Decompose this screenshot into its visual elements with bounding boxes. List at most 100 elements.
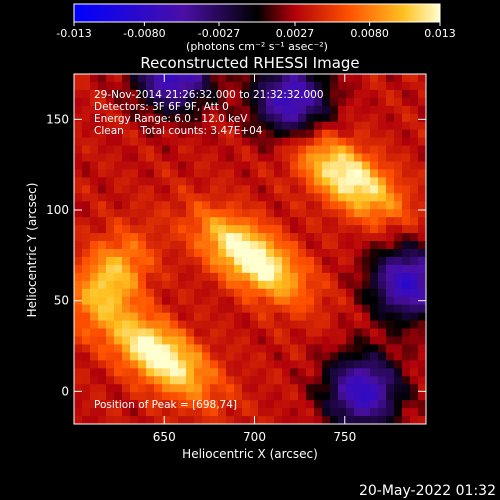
heatmap-cell [298, 280, 307, 290]
heatmap-cell [82, 225, 91, 234]
heatmap-cell [218, 185, 227, 194]
heatmap-cell [258, 74, 267, 83]
heatmap-cell [210, 137, 219, 146]
heatmap-cell [98, 352, 107, 361]
heatmap-cell [234, 217, 243, 226]
heatmap-cell [410, 296, 419, 306]
heatmap-cell [362, 376, 371, 385]
heatmap-cell [266, 105, 275, 115]
heatmap-cell [210, 161, 219, 170]
heatmap-cell [314, 416, 323, 425]
heatmap-cell [394, 312, 403, 321]
heatmap-cell [242, 384, 251, 393]
heatmap-cell [346, 89, 355, 99]
heatmap-cell [266, 137, 275, 146]
heatmap-cell [386, 344, 395, 353]
heatmap-cell [306, 177, 315, 186]
heatmap-cell [306, 225, 315, 234]
heatmap-cell [306, 81, 315, 91]
heatmap-cell [218, 153, 227, 162]
heatmap-cell [90, 217, 99, 226]
heatmap-cell [226, 113, 235, 123]
heatmap-cell [338, 121, 347, 131]
heatmap-cell [226, 272, 235, 282]
heatmap-cell [74, 89, 83, 99]
heatmap-cell [290, 288, 299, 298]
heatmap-cell [162, 113, 171, 123]
heatmap-cell [290, 312, 299, 321]
heatmap-cell [394, 280, 403, 290]
heatmap-cell [370, 368, 379, 377]
heatmap-cell [202, 368, 211, 377]
heatmap-cell [386, 368, 395, 377]
heatmap-cell [394, 400, 403, 409]
heatmap-cell [178, 360, 187, 369]
heatmap-cell [162, 336, 171, 345]
heatmap-cell [90, 400, 99, 409]
heatmap-cell [370, 264, 379, 274]
heatmap-cell [386, 296, 395, 306]
heatmap-cell [194, 249, 203, 258]
heatmap-cell [370, 249, 379, 258]
heatmap-cell [138, 161, 147, 170]
heatmap-cell [282, 81, 291, 91]
heatmap-cell [162, 360, 171, 369]
heatmap-cell [418, 177, 427, 186]
heatmap-cell [274, 328, 283, 337]
heatmap-cell [330, 392, 339, 401]
heatmap-cell [154, 296, 163, 306]
heatmap-cell [362, 97, 371, 107]
heatmap-cell [226, 185, 235, 194]
heatmap-cell [386, 121, 395, 131]
heatmap-cell [82, 241, 91, 250]
heatmap-cell [234, 193, 243, 202]
heatmap-cell [194, 328, 203, 337]
heatmap-cell [274, 129, 283, 139]
heatmap-cell [74, 392, 83, 401]
heatmap-cell [162, 320, 171, 329]
heatmap-cell [354, 400, 363, 409]
heatmap-cell [146, 97, 155, 107]
heatmap-cell [410, 249, 419, 258]
heatmap-cell [410, 145, 419, 154]
heatmap-cell [162, 416, 171, 425]
heatmap-cell [162, 400, 171, 409]
heatmap-cell [330, 145, 339, 154]
heatmap-cell [418, 272, 427, 282]
heatmap-cell [186, 344, 195, 353]
heatmap-cell [146, 185, 155, 194]
chart-title: Reconstructed RHESSI Image [140, 54, 359, 72]
heatmap-cell [322, 145, 331, 154]
heatmap-cell [106, 193, 115, 202]
heatmap-cell [234, 304, 243, 314]
heatmap-cell [354, 121, 363, 131]
heatmap-cell [346, 256, 355, 266]
heatmap-cell [82, 121, 91, 131]
heatmap-cell [178, 256, 187, 266]
heatmap-cell [122, 193, 131, 202]
heatmap-cell [402, 97, 411, 107]
heatmap-cell [202, 336, 211, 345]
heatmap-cell [106, 392, 115, 401]
heatmap-cell [354, 249, 363, 258]
heatmap-cell [218, 81, 227, 91]
heatmap-cell [170, 177, 179, 186]
heatmap-cell [418, 360, 427, 369]
heatmap-cell [162, 185, 171, 194]
heatmap-cell [346, 74, 355, 83]
heatmap-cell [82, 280, 91, 290]
heatmap-cell [274, 304, 283, 314]
heatmap-cell [202, 97, 211, 107]
heatmap-cell [330, 288, 339, 298]
heatmap-cell [314, 89, 323, 99]
heatmap-cell [418, 320, 427, 329]
heatmap-cell [378, 376, 387, 385]
heatmap-cell [210, 105, 219, 115]
heatmap-cell [130, 264, 139, 274]
heatmap-cell [314, 201, 323, 210]
heatmap-cell [242, 105, 251, 115]
heatmap-cell [154, 89, 163, 99]
heatmap-cell [386, 376, 395, 385]
heatmap-cell [98, 201, 107, 210]
heatmap-cell [90, 328, 99, 337]
